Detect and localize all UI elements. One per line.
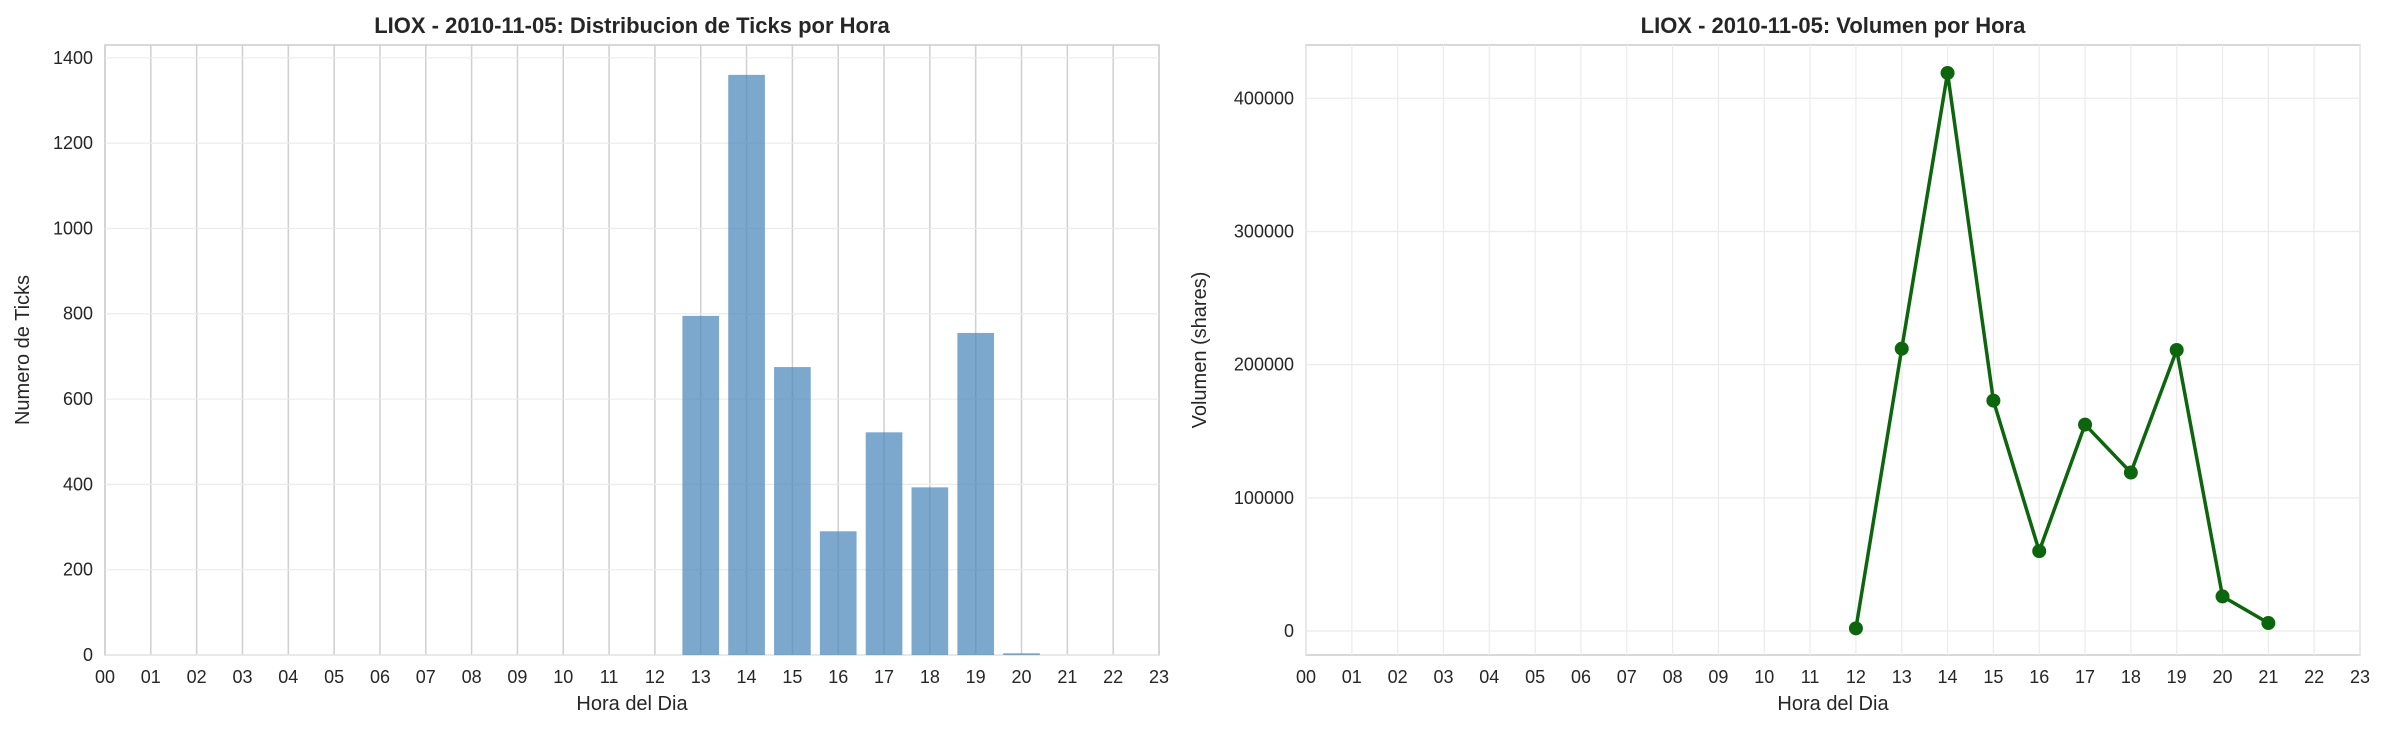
ticks-y-tick-label: 400 [63, 474, 93, 494]
ticks-x-tick-label: 11 [600, 667, 619, 687]
ticks-y-tick-labels: 0 200 400 600 800 1000 1200 1400 [53, 48, 93, 665]
volume-x-tick-label: 07 [1617, 667, 1637, 687]
volume-chart: 00 01 02 03 04 05 06 07 08 09 10 11 12 13 14 15 16 17 18 19… [1189, 13, 2370, 715]
volume-point-14 [1940, 65, 1955, 80]
ticks-x-tick-label: 02 [187, 667, 207, 687]
ticks-bar-17 [865, 432, 903, 655]
volume-y-axis-label: Volumen (shares) [1189, 272, 1211, 429]
ticks-x-tick-label: 15 [782, 667, 802, 687]
ticks-chart-title: LIOX - 2010-11-05: Distribucion de Ticks… [374, 13, 890, 38]
ticks-y-axis-label: Numero de Ticks [12, 275, 34, 425]
ticks-bar-13 [682, 315, 720, 655]
volume-x-tick-label: 11 [1801, 667, 1820, 687]
ticks-bar-14 [728, 74, 765, 656]
ticks-x-tick-label: 12 [645, 667, 665, 687]
volume-point-17 [2078, 417, 2093, 432]
ticks-bar-18 [911, 487, 949, 655]
ticks-x-tick-label: 19 [966, 667, 986, 687]
ticks-bars [682, 74, 1040, 656]
volume-x-tick-label: 21 [2258, 667, 2278, 687]
ticks-x-tick-labels: 00 01 02 03 04 05 06 07 08 09 10 11 12 13 14 15 16 17 18 19… [95, 667, 1169, 687]
volume-x-tick-label: 10 [1754, 667, 1774, 687]
volume-y-tick-label: 300000 [1234, 221, 1294, 241]
volume-x-axis-label: Hora del Dia [1777, 693, 1889, 715]
volume-point-13 [1894, 341, 1909, 356]
ticks-bar-16 [819, 531, 857, 655]
ticks-x-tick-label: 17 [874, 667, 894, 687]
volume-x-tick-label: 02 [1388, 667, 1408, 687]
volume-y-tick-label: 200000 [1234, 355, 1294, 375]
ticks-bar-20 [1003, 653, 1040, 655]
ticks-x-axis-label: Hora del Dia [576, 693, 688, 715]
ticks-x-tick-label: 21 [1057, 667, 1077, 687]
ticks-y-tick-label: 1400 [53, 48, 93, 68]
ticks-bar-15 [774, 367, 811, 655]
volume-y-tick-label: 100000 [1234, 488, 1294, 508]
volume-line-series [1848, 65, 2276, 636]
ticks-x-tick-label: 08 [462, 667, 482, 687]
volume-y-tick-label: 0 [1284, 621, 1294, 641]
volume-point-18 [2123, 465, 2138, 480]
volume-x-tick-label: 06 [1571, 667, 1591, 687]
volume-x-tick-label: 04 [1479, 667, 1499, 687]
ticks-x-tick-label: 04 [278, 667, 298, 687]
volume-x-tick-label: 03 [1433, 667, 1453, 687]
volume-line [1854, 71, 2270, 629]
ticks-x-tick-label: 03 [232, 667, 252, 687]
volume-x-tick-label: 00 [1296, 667, 1316, 687]
ticks-x-tick-label: 16 [828, 667, 848, 687]
ticks-x-tick-label: 07 [416, 667, 436, 687]
volume-x-tick-label: 18 [2121, 667, 2141, 687]
ticks-x-tick-label: 14 [737, 667, 757, 687]
volume-x-tick-label: 17 [2075, 667, 2095, 687]
ticks-x-tick-label: 01 [141, 667, 161, 687]
volume-point-16 [2032, 544, 2047, 559]
volume-x-tick-label: 16 [2029, 667, 2049, 687]
ticks-x-tick-label: 00 [95, 667, 115, 687]
ticks-bar-19 [957, 332, 995, 655]
volume-point-12 [1848, 621, 1863, 636]
ticks-x-tick-label: 18 [920, 667, 940, 687]
volume-x-tick-label: 23 [2350, 667, 2370, 687]
ticks-y-tick-label: 200 [63, 560, 93, 580]
volume-x-tick-label: 08 [1663, 667, 1683, 687]
volume-plot-area [1305, 44, 2361, 656]
ticks-y-tick-label: 800 [63, 304, 93, 324]
volume-x-tick-label: 15 [1983, 667, 2003, 687]
ticks-y-tick-label: 1000 [53, 218, 93, 238]
ticks-y-tick-label: 1200 [53, 133, 93, 153]
ticks-x-tick-label: 20 [1012, 667, 1032, 687]
volume-x-tick-labels: 00 01 02 03 04 05 06 07 08 09 10 11 12 13 14 15 16 17 18 19… [1296, 667, 2370, 687]
ticks-x-tick-label: 05 [324, 667, 344, 687]
ticks-y-tick-label: 600 [63, 389, 93, 409]
ticks-x-tick-label: 23 [1149, 667, 1169, 687]
volume-x-tick-label: 20 [2213, 667, 2233, 687]
volume-chart-title: LIOX - 2010-11-05: Volumen por Hora [1641, 13, 2026, 38]
ticks-x-tick-label: 09 [507, 667, 527, 687]
volume-point-15 [1986, 393, 2001, 408]
volume-x-tick-label: 19 [2167, 667, 2187, 687]
volume-point-19 [2169, 343, 2184, 357]
volume-x-tick-label: 12 [1846, 667, 1866, 687]
volume-x-tick-label: 22 [2304, 667, 2324, 687]
ticks-x-tick-label: 13 [691, 667, 711, 687]
volume-x-tick-label: 01 [1342, 667, 1362, 687]
volume-point-21 [2261, 616, 2276, 631]
ticks-chart: 00 01 02 03 04 05 06 07 08 09 10 11 12 13 14 15 16 17 18 19… [12, 13, 1169, 715]
volume-y-tick-labels: 0 100000 200000 300000 400000 [1234, 88, 1294, 641]
volume-x-tick-label: 14 [1938, 667, 1958, 687]
ticks-plot-area [104, 44, 1160, 656]
volume-point-20 [2215, 589, 2230, 604]
ticks-x-tick-label: 06 [370, 667, 390, 687]
volume-x-tick-label: 05 [1525, 667, 1545, 687]
volume-x-tick-label: 13 [1892, 667, 1912, 687]
ticks-y-tick-label: 0 [83, 645, 93, 665]
volume-y-tick-label: 400000 [1234, 88, 1294, 108]
volume-x-tick-label: 09 [1708, 667, 1728, 687]
ticks-x-tick-label: 22 [1103, 667, 1123, 687]
ticks-x-tick-label: 10 [553, 667, 573, 687]
